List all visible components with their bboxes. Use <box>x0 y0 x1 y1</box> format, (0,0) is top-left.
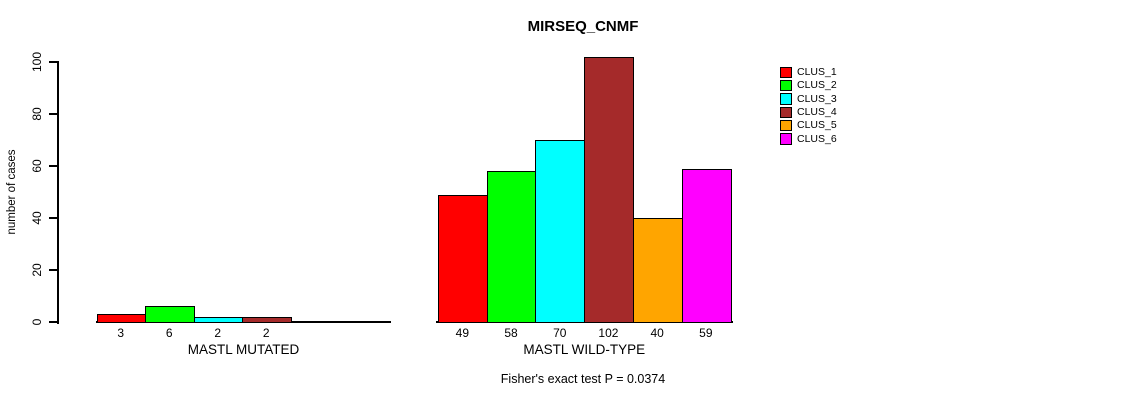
bar-clus_5 <box>632 218 683 324</box>
y-axis-line <box>57 61 59 324</box>
y-tick-mark <box>49 165 57 167</box>
y-tick-mark <box>49 61 57 63</box>
y-tick-mark <box>49 321 57 323</box>
bar-clus_4 <box>242 316 292 324</box>
y-tick-label: 100 <box>30 51 44 73</box>
legend-label: CLUS_2 <box>797 79 837 92</box>
bar-clus_1 <box>438 194 489 324</box>
bar-clus_6 <box>681 168 732 324</box>
bar-value-label: 49 <box>455 326 470 340</box>
bar-value-label: 3 <box>117 326 125 340</box>
y-tick-label: 60 <box>30 159 44 173</box>
fisher-test-annotation: Fisher's exact test P = 0.0374 <box>500 372 666 386</box>
bar-clus_4 <box>584 56 635 324</box>
y-tick-label: 20 <box>30 263 44 277</box>
legend-label: CLUS_3 <box>797 92 837 105</box>
bar-value-label: 102 <box>598 326 619 340</box>
bar-clus_2 <box>145 306 195 324</box>
y-tick-mark <box>49 217 57 219</box>
bar-clus_3 <box>193 316 244 324</box>
y-tick-label: 40 <box>30 211 44 225</box>
bar-value-label: 2 <box>214 326 222 340</box>
legend-swatch <box>780 79 792 92</box>
legend-swatch <box>780 106 792 118</box>
bar-value-label: 59 <box>699 326 713 340</box>
bar-value-label: 6 <box>165 326 173 340</box>
bar-clus_1 <box>96 314 147 324</box>
y-tick-label: 0 <box>30 318 44 326</box>
bar-value-label: 70 <box>553 326 567 340</box>
bar-clus_3 <box>535 140 586 324</box>
bar-clus_2 <box>486 171 537 324</box>
legend-label: CLUS_5 <box>797 119 837 132</box>
legend-label: CLUS_1 <box>797 66 837 78</box>
legend-swatch <box>780 93 792 105</box>
legend-swatch <box>780 66 792 79</box>
bar-value-label: 2 <box>262 326 270 340</box>
bar-value-label: 40 <box>650 326 664 340</box>
legend-swatch <box>780 133 792 145</box>
y-tick-mark <box>49 113 57 115</box>
chart-title: MIRSEQ_CNMF <box>527 18 639 35</box>
group-label: MASTL WILD-TYPE <box>523 342 646 357</box>
legend-swatch <box>780 119 792 132</box>
legend-label: CLUS_6 <box>797 132 837 145</box>
group-label: MASTL MUTATED <box>187 342 300 357</box>
y-axis-label: number of cases <box>6 149 18 235</box>
y-tick-label: 80 <box>30 107 44 121</box>
bar-value-label: 58 <box>504 326 518 340</box>
y-tick-mark <box>49 269 57 271</box>
legend-label: CLUS_4 <box>797 105 837 118</box>
